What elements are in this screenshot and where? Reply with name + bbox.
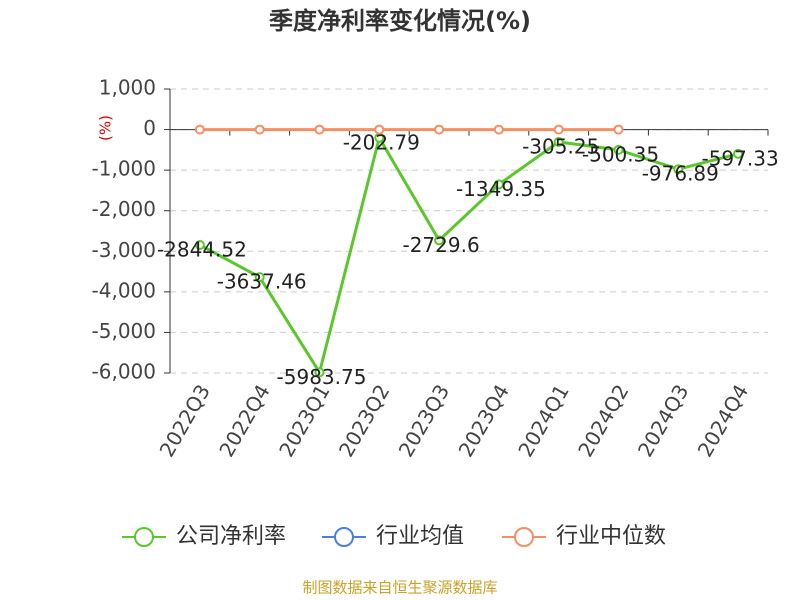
y-tick-label: -3,000 — [92, 238, 156, 262]
data-point — [314, 367, 325, 378]
x-tick-label: 2024Q2 — [573, 380, 633, 461]
data-label: -305.25 — [522, 134, 599, 158]
data-point — [673, 164, 684, 175]
y-tick-label: -6,000 — [92, 360, 156, 384]
x-tick-label: 2023Q3 — [394, 380, 454, 461]
legend-label: 行业均值 — [376, 524, 464, 549]
data-label: -1349.35 — [456, 177, 546, 201]
data-point — [254, 272, 265, 283]
data-point — [434, 235, 445, 246]
series-line — [199, 133, 739, 377]
data-label: -2729.6 — [402, 233, 479, 257]
data-label: -3637.46 — [217, 270, 307, 294]
data-point — [434, 124, 445, 135]
y-tick-label: 0 — [143, 116, 156, 140]
y-axis-label: (%) — [97, 115, 115, 141]
data-point — [314, 124, 325, 135]
data-point — [194, 239, 205, 250]
legend-marker — [514, 527, 534, 547]
data-point — [553, 124, 564, 135]
data-label: -2844.52 — [157, 237, 247, 261]
x-tick-label: 2022Q3 — [155, 380, 215, 461]
data-point — [254, 124, 265, 135]
y-tick-label: -2,000 — [92, 197, 156, 221]
x-tick-label: 2024Q1 — [513, 380, 573, 461]
data-point — [613, 144, 624, 155]
data-point — [613, 124, 624, 135]
legend-label: 行业中位数 — [556, 524, 666, 549]
data-label: -202.79 — [343, 130, 420, 154]
data-label: -597.33 — [701, 146, 778, 170]
data-label: -500.35 — [582, 142, 659, 166]
y-tick-label: -5,000 — [92, 319, 156, 343]
x-tick-label: 2023Q1 — [274, 380, 334, 461]
x-tick-label: 2024Q4 — [693, 380, 753, 461]
data-point — [553, 136, 564, 147]
legend-marker — [334, 527, 354, 547]
x-tick-label: 2023Q4 — [454, 380, 514, 461]
chart-title: 季度净利率变化情况(%) — [269, 7, 531, 35]
x-tick-label: 2022Q4 — [214, 380, 274, 461]
x-tick-label: 2024Q3 — [633, 380, 693, 461]
legend-marker — [134, 527, 154, 547]
data-point — [733, 148, 744, 159]
data-label: -976.89 — [642, 162, 719, 186]
y-tick-label: -4,000 — [92, 278, 156, 302]
x-tick-label: 2023Q2 — [334, 380, 394, 461]
data-point — [374, 124, 385, 135]
legend-label: 公司净利率 — [176, 524, 286, 549]
data-point — [194, 124, 205, 135]
data-label: -5983.75 — [277, 365, 367, 389]
data-point — [493, 179, 504, 190]
y-tick-label: -1,000 — [92, 157, 156, 181]
y-tick-label: 1,000 — [99, 76, 156, 100]
data-point — [493, 124, 504, 135]
source-note: 制图数据来自恒生聚源数据库 — [302, 579, 497, 597]
